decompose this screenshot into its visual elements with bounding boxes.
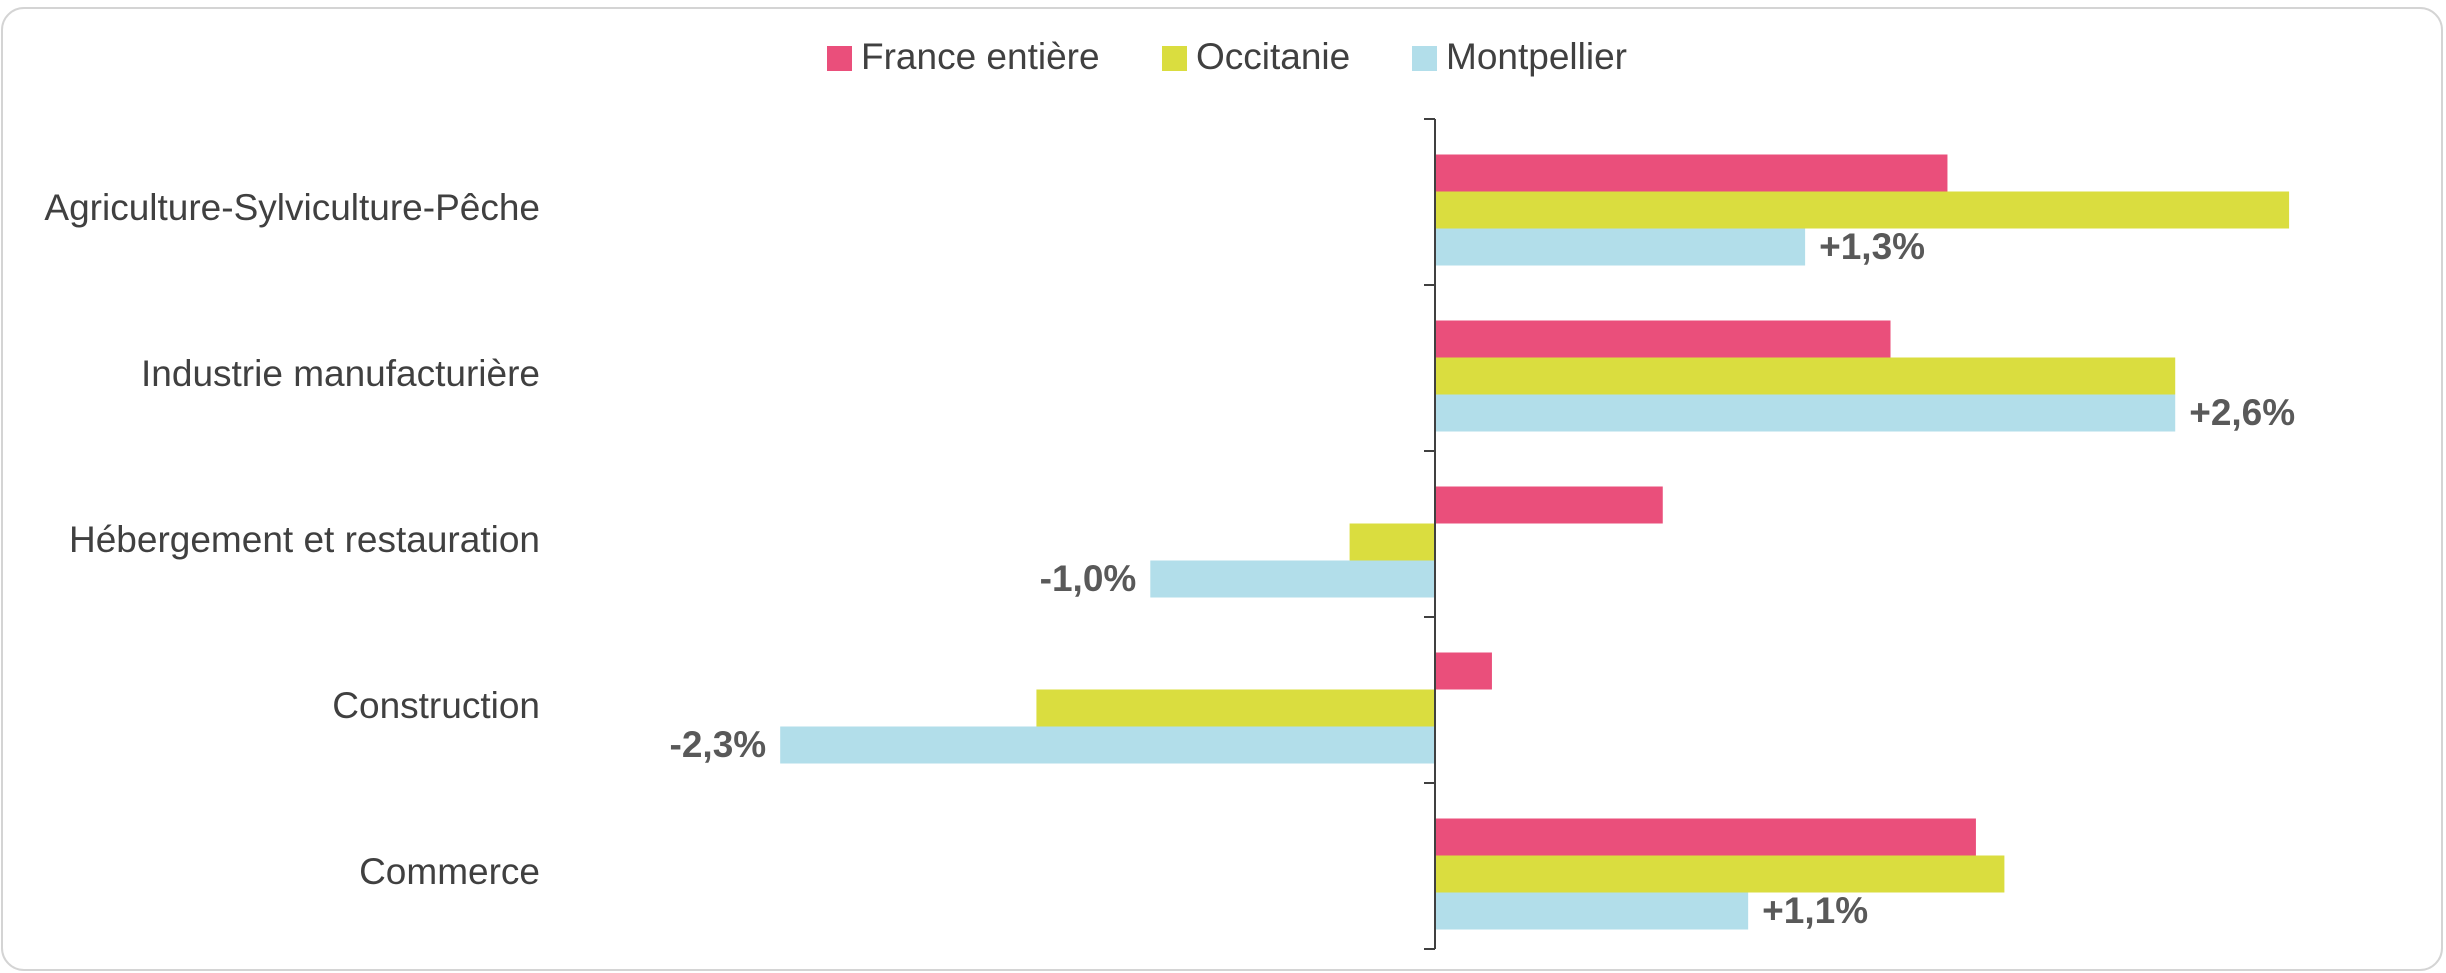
legend-label: Occitanie bbox=[1196, 36, 1350, 77]
bar bbox=[1349, 523, 1435, 561]
data-label: +1,3% bbox=[1819, 226, 1925, 267]
data-label: -2,3% bbox=[670, 724, 767, 765]
legend-label: Montpellier bbox=[1446, 36, 1627, 77]
bar bbox=[1435, 357, 2176, 395]
bar bbox=[1435, 855, 2005, 893]
chart-border bbox=[1, 7, 2443, 971]
legend-swatch bbox=[1412, 46, 1437, 71]
y-tick-label: Industrie manufacturière bbox=[141, 353, 540, 394]
data-label: +2,6% bbox=[2189, 392, 2295, 433]
y-tick-label: Commerce bbox=[359, 851, 540, 892]
bar bbox=[1435, 486, 1663, 524]
legend-swatch bbox=[1162, 46, 1187, 71]
bar bbox=[1435, 228, 1806, 266]
bar bbox=[1150, 560, 1435, 598]
bar bbox=[1435, 320, 1891, 358]
bar bbox=[1435, 652, 1492, 690]
bar bbox=[1435, 892, 1749, 930]
bar bbox=[1435, 154, 1948, 192]
legend-swatch bbox=[827, 46, 852, 71]
legend-label: France entière bbox=[861, 36, 1100, 77]
bar bbox=[1435, 191, 2290, 229]
y-tick-label: Construction bbox=[332, 685, 540, 726]
data-label: +1,1% bbox=[1762, 890, 1868, 931]
bar bbox=[1435, 394, 2176, 432]
y-tick-label: Agriculture-Sylviculture-Pêche bbox=[44, 187, 540, 228]
data-label: -1,0% bbox=[1040, 558, 1137, 599]
bar bbox=[780, 726, 1435, 764]
bar bbox=[1435, 818, 1976, 856]
y-tick-label: Hébergement et restauration bbox=[69, 519, 540, 560]
bar bbox=[1036, 689, 1435, 727]
